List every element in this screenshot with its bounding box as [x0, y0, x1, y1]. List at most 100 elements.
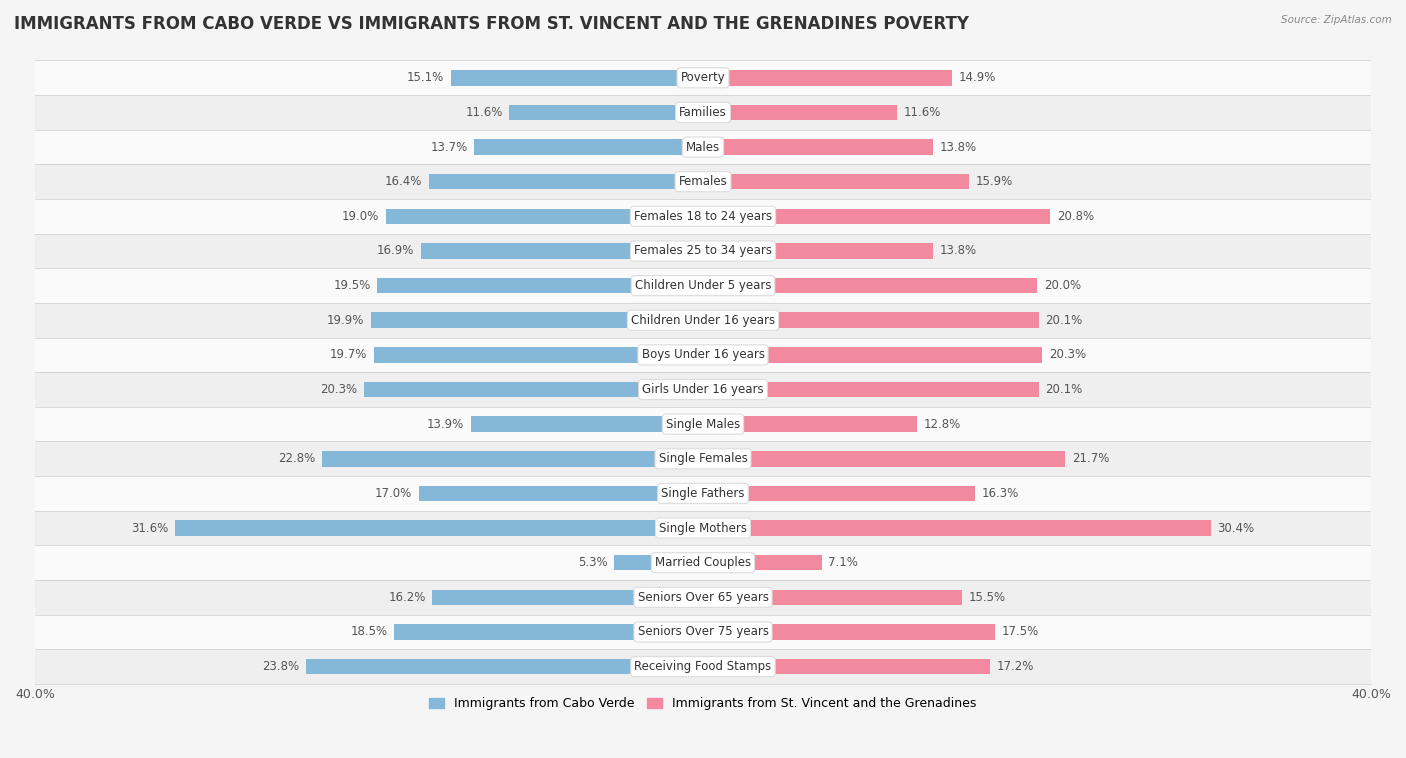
Bar — [703, 659, 990, 675]
Text: 11.6%: 11.6% — [904, 106, 941, 119]
Bar — [703, 555, 821, 571]
Text: Seniors Over 65 years: Seniors Over 65 years — [637, 590, 769, 604]
Bar — [703, 208, 1050, 224]
Text: IMMIGRANTS FROM CABO VERDE VS IMMIGRANTS FROM ST. VINCENT AND THE GRENADINES POV: IMMIGRANTS FROM CABO VERDE VS IMMIGRANTS… — [14, 15, 969, 33]
Text: 17.5%: 17.5% — [1002, 625, 1039, 638]
Bar — [419, 486, 703, 501]
Bar — [433, 590, 703, 605]
Text: 7.1%: 7.1% — [828, 556, 858, 569]
Text: 15.9%: 15.9% — [976, 175, 1012, 188]
Text: 11.6%: 11.6% — [465, 106, 502, 119]
Text: 17.2%: 17.2% — [997, 660, 1035, 673]
Text: 13.8%: 13.8% — [941, 140, 977, 154]
Text: 20.8%: 20.8% — [1057, 210, 1094, 223]
Bar — [703, 347, 1042, 362]
Text: 31.6%: 31.6% — [131, 522, 169, 534]
Text: 13.8%: 13.8% — [941, 245, 977, 258]
Text: 16.2%: 16.2% — [388, 590, 426, 604]
Text: 13.9%: 13.9% — [427, 418, 464, 431]
Bar — [35, 650, 1371, 684]
Text: 14.9%: 14.9% — [959, 71, 995, 84]
Text: Children Under 5 years: Children Under 5 years — [634, 279, 772, 292]
Bar — [35, 476, 1371, 511]
Text: Families: Families — [679, 106, 727, 119]
Bar — [703, 590, 962, 605]
Legend: Immigrants from Cabo Verde, Immigrants from St. Vincent and the Grenadines: Immigrants from Cabo Verde, Immigrants f… — [425, 692, 981, 715]
Text: Females: Females — [679, 175, 727, 188]
Bar — [614, 555, 703, 571]
Text: 16.9%: 16.9% — [377, 245, 413, 258]
Bar — [35, 61, 1371, 95]
Bar — [474, 139, 703, 155]
Text: 19.0%: 19.0% — [342, 210, 380, 223]
Bar — [364, 382, 703, 397]
Bar — [703, 382, 1039, 397]
Bar — [371, 312, 703, 328]
Bar — [35, 372, 1371, 407]
Text: 5.3%: 5.3% — [578, 556, 607, 569]
Bar — [703, 451, 1066, 467]
Bar — [35, 95, 1371, 130]
Bar — [703, 486, 976, 501]
Text: Females 18 to 24 years: Females 18 to 24 years — [634, 210, 772, 223]
Bar — [509, 105, 703, 121]
Bar — [394, 624, 703, 640]
Bar — [35, 199, 1371, 233]
Text: 30.4%: 30.4% — [1218, 522, 1254, 534]
Bar — [703, 416, 917, 432]
Text: 19.7%: 19.7% — [330, 349, 367, 362]
Bar — [176, 520, 703, 536]
Bar — [35, 303, 1371, 337]
Bar — [35, 130, 1371, 164]
Text: Females 25 to 34 years: Females 25 to 34 years — [634, 245, 772, 258]
Text: 20.3%: 20.3% — [321, 383, 357, 396]
Bar — [703, 70, 952, 86]
Bar — [429, 174, 703, 190]
Bar — [35, 268, 1371, 303]
Text: Poverty: Poverty — [681, 71, 725, 84]
Bar — [35, 337, 1371, 372]
Text: 18.5%: 18.5% — [350, 625, 387, 638]
Bar — [35, 511, 1371, 545]
Bar — [377, 278, 703, 293]
Text: Seniors Over 75 years: Seniors Over 75 years — [637, 625, 769, 638]
Text: 20.1%: 20.1% — [1046, 383, 1083, 396]
Text: Source: ZipAtlas.com: Source: ZipAtlas.com — [1281, 15, 1392, 25]
Bar — [703, 243, 934, 258]
Bar — [374, 347, 703, 362]
Bar — [703, 105, 897, 121]
Text: 21.7%: 21.7% — [1073, 453, 1109, 465]
Bar — [35, 545, 1371, 580]
Text: 16.3%: 16.3% — [981, 487, 1019, 500]
Bar — [322, 451, 703, 467]
Text: Boys Under 16 years: Boys Under 16 years — [641, 349, 765, 362]
Text: 15.1%: 15.1% — [406, 71, 444, 84]
Text: Married Couples: Married Couples — [655, 556, 751, 569]
Bar — [35, 615, 1371, 650]
Text: Single Fathers: Single Fathers — [661, 487, 745, 500]
Bar — [471, 416, 703, 432]
Text: Girls Under 16 years: Girls Under 16 years — [643, 383, 763, 396]
Text: 22.8%: 22.8% — [278, 453, 315, 465]
Bar — [35, 407, 1371, 441]
Text: Single Mothers: Single Mothers — [659, 522, 747, 534]
Bar — [703, 174, 969, 190]
Text: Receiving Food Stamps: Receiving Food Stamps — [634, 660, 772, 673]
Bar — [385, 208, 703, 224]
Text: 16.4%: 16.4% — [385, 175, 422, 188]
Bar — [703, 278, 1038, 293]
Bar — [35, 580, 1371, 615]
Bar — [35, 164, 1371, 199]
Bar — [703, 624, 995, 640]
Text: 19.9%: 19.9% — [326, 314, 364, 327]
Text: 15.5%: 15.5% — [969, 590, 1005, 604]
Bar — [703, 139, 934, 155]
Text: Single Males: Single Males — [666, 418, 740, 431]
Bar — [451, 70, 703, 86]
Text: 20.1%: 20.1% — [1046, 314, 1083, 327]
Text: Children Under 16 years: Children Under 16 years — [631, 314, 775, 327]
Text: 12.8%: 12.8% — [924, 418, 960, 431]
Text: 17.0%: 17.0% — [375, 487, 412, 500]
Bar — [35, 233, 1371, 268]
Text: Males: Males — [686, 140, 720, 154]
